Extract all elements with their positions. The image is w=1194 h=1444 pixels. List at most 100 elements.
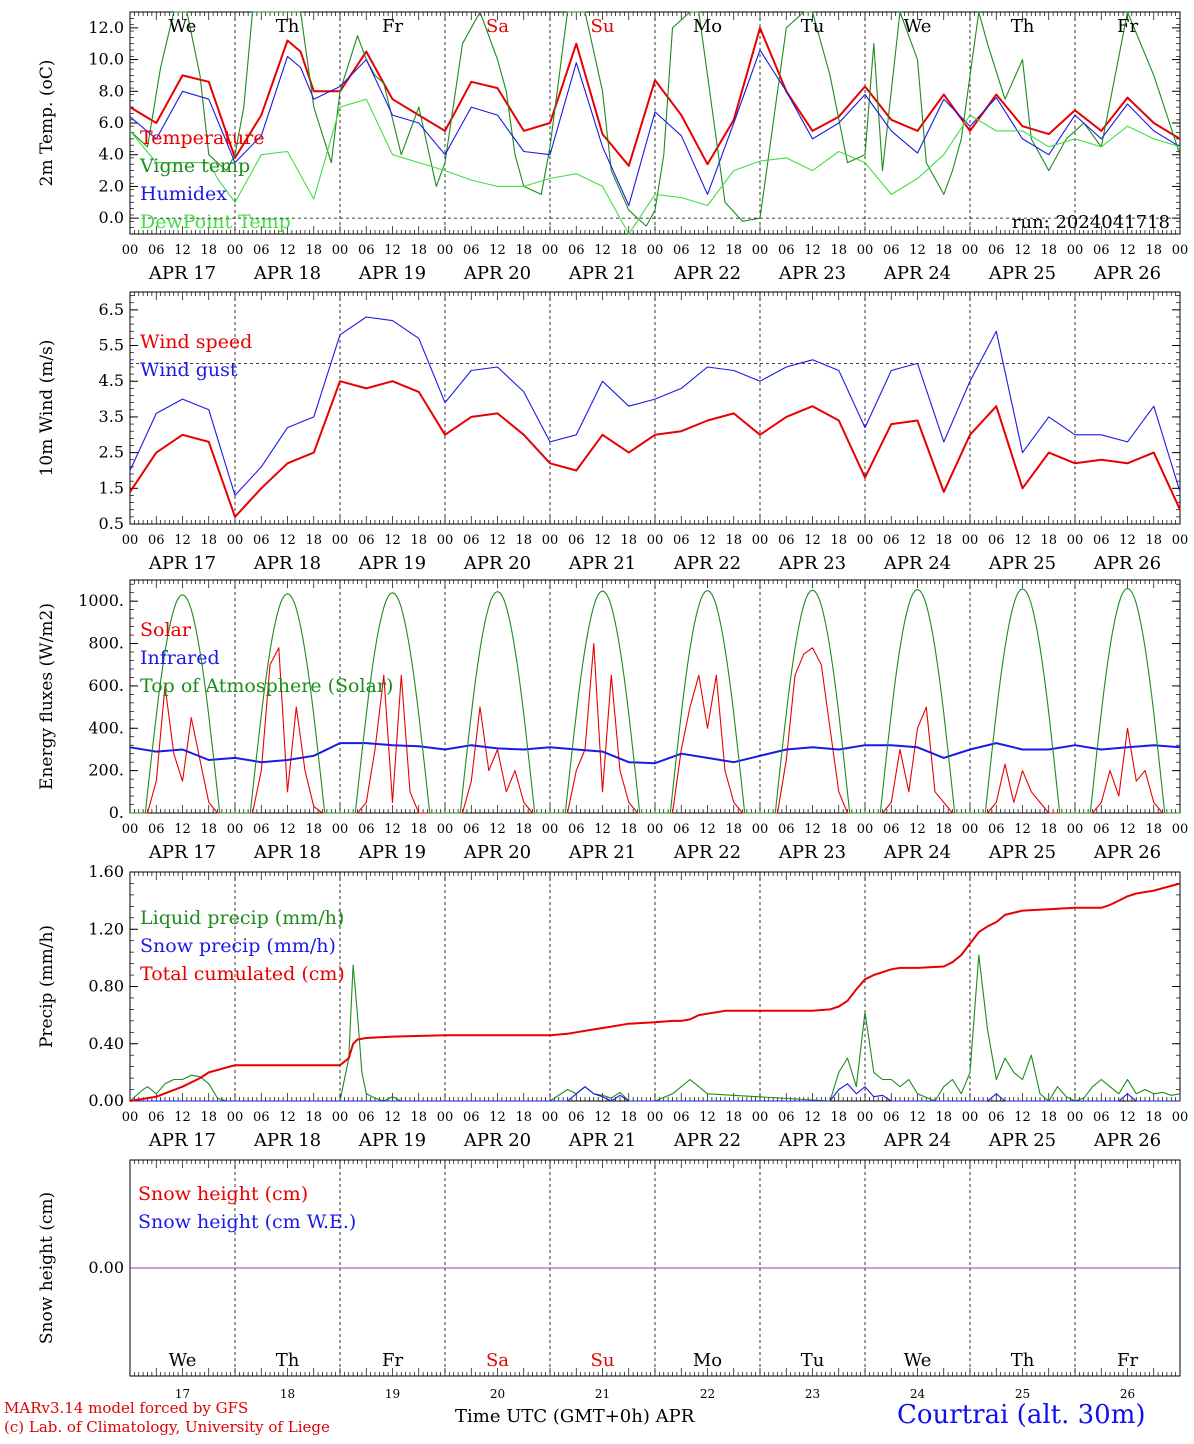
x-hour-label: 00 [647,1110,664,1125]
series-line [129,98,1181,235]
x-hour-label: 00 [1172,533,1189,548]
y-tick-label: 12.0 [88,18,124,37]
x-hour-label: 00 [962,533,979,548]
x-hour-label: 12 [279,533,296,548]
x-hour-label: 00 [1067,822,1084,837]
x-hour-label: 12 [384,1110,401,1125]
x-hour-label: 06 [673,243,690,258]
x-hour-label: 00 [122,1110,139,1125]
x-date-label: APR 24 [883,842,951,863]
x-hour-label: 06 [148,822,165,837]
day-number-label: 26 [1120,1387,1135,1401]
x-hour-label: 00 [647,822,664,837]
station-label: Courtrai (alt. 30m) [897,1400,1146,1430]
y-tick-label: 4.5 [99,371,124,390]
y-tick-label: 1.20 [88,919,124,938]
x-hour-label: 06 [883,243,900,258]
x-date-label: APR 26 [1093,842,1161,863]
x-hour-label: 18 [725,1110,742,1125]
x-hour-label: 18 [1145,533,1162,548]
series-line [129,316,1181,496]
y-tick-label: 0. [109,803,124,822]
x-date-label: APR 20 [463,553,531,574]
x-date-label: APR 26 [1093,1130,1161,1151]
x-date-label: APR 26 [1093,263,1161,284]
x-hour-label: 06 [673,1110,690,1125]
x-date-label: APR 22 [673,263,741,284]
x-hour-label: 06 [883,1110,900,1125]
weekday-label: We [169,1350,197,1371]
x-date-label: APR 18 [253,263,321,284]
x-hour-label: 18 [410,822,427,837]
x-hour-label: 06 [568,822,585,837]
x-date-label: APR 21 [568,553,636,574]
y-tick-label: 0.40 [88,1034,124,1053]
x-hour-label: 18 [830,243,847,258]
lab-credit-line: (c) Lab. of Climatology, University of L… [4,1418,330,1436]
x-hour-label: 00 [1067,1110,1084,1125]
legend-entry: Infrared [140,647,220,669]
x-hour-label: 12 [594,822,611,837]
x-hour-label: 18 [305,1110,322,1125]
x-hour-label: 12 [594,533,611,548]
x-date-label: APR 19 [358,263,426,284]
weekday-label: Sa [486,1350,509,1371]
x-hour-label: 12 [1119,822,1136,837]
x-hour-label: 00 [752,1110,769,1125]
x-hour-label: 18 [935,243,952,258]
weekday-label: We [169,16,197,37]
x-hour-label: 06 [463,822,480,837]
x-hour-label: 18 [410,243,427,258]
x-hour-label: 18 [515,822,532,837]
x-hour-label: 18 [830,533,847,548]
x-hour-label: 00 [857,822,874,837]
x-hour-label: 18 [1040,243,1057,258]
x-hour-label: 00 [437,822,454,837]
x-date-label: APR 25 [988,553,1056,574]
x-hour-label: 06 [358,243,375,258]
x-date-label: APR 24 [883,1130,951,1151]
x-hour-label: 00 [752,243,769,258]
x-hour-label: 12 [804,1110,821,1125]
weekday-label: Th [276,16,300,37]
x-date-label: APR 25 [988,1130,1056,1151]
y-axis-label: Snow height (cm) [37,1192,57,1344]
y-tick-label: 0.5 [99,514,124,533]
weekday-label: Th [1011,16,1035,37]
x-hour-label: 12 [699,243,716,258]
y-tick-label: 400. [88,718,124,737]
weekday-label: Su [591,16,615,37]
x-hour-label: 18 [620,243,637,258]
x-hour-label: 18 [935,1110,952,1125]
x-hour-label: 00 [122,533,139,548]
day-number-label: 18 [280,1387,295,1401]
day-number-label: 25 [1015,1387,1030,1401]
x-hour-label: 00 [962,1110,979,1125]
x-hour-label: 06 [988,533,1005,548]
x-date-label: APR 17 [148,263,216,284]
x-hour-label: 06 [148,533,165,548]
x-hour-label: 00 [857,243,874,258]
x-hour-label: 00 [752,533,769,548]
x-hour-label: 06 [1093,243,1110,258]
x-hour-label: 06 [988,1110,1005,1125]
y-tick-label: 0.00 [88,1091,124,1110]
x-hour-label: 00 [227,533,244,548]
x-hour-label: 00 [227,822,244,837]
x-hour-label: 12 [1014,533,1031,548]
x-hour-label: 18 [725,533,742,548]
x-hour-label: 00 [1172,1110,1189,1125]
series-line [130,1083,1180,1102]
x-hour-label: 06 [1093,1110,1110,1125]
x-hour-label: 00 [332,533,349,548]
y-tick-label: 0.0 [99,208,124,227]
series-line [129,882,1181,1102]
x-hour-label: 18 [200,243,217,258]
y-tick-label: 1.5 [99,478,124,497]
x-hour-label: 18 [515,243,532,258]
series-line [130,587,1180,814]
x-hour-label: 06 [1093,533,1110,548]
x-hour-label: 00 [227,243,244,258]
x-hour-label: 18 [305,822,322,837]
